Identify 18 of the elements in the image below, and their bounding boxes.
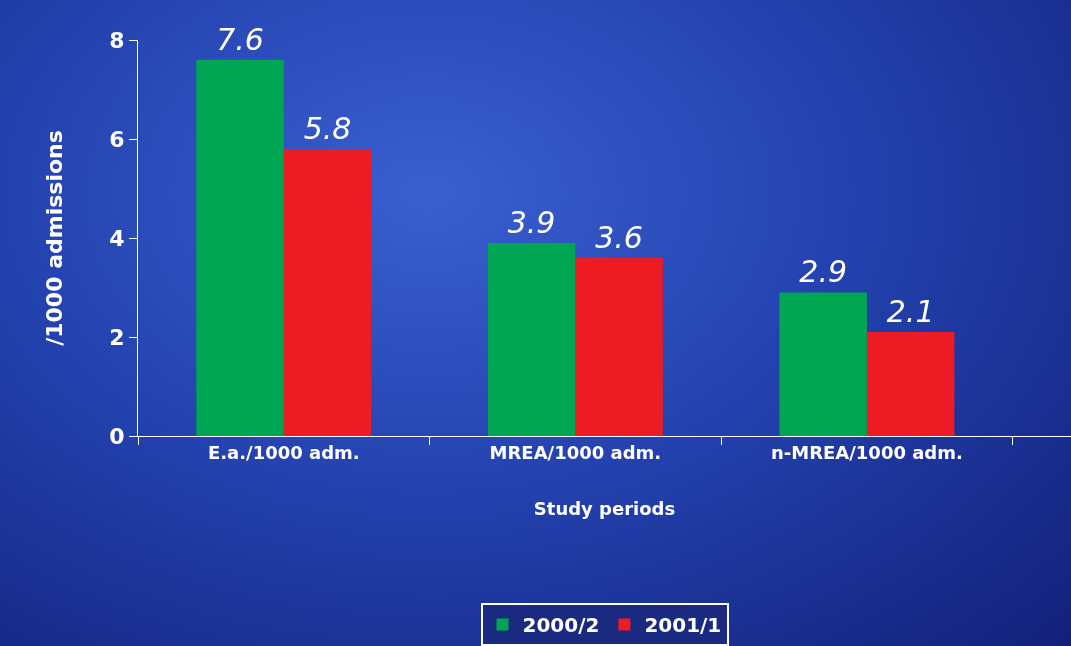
data-label: 3.9: [507, 204, 556, 240]
legend-label: 2001/1: [644, 613, 722, 638]
y-tick-label: 8: [109, 27, 125, 53]
y-axis-title: /1000 admissions: [42, 130, 68, 346]
x-tick-label: n-MREA/1000 adm.: [770, 441, 963, 463]
x-tick-label: E.a./1000 adm.: [207, 441, 360, 463]
legend-label: 2000/2: [522, 613, 600, 638]
y-tick-label: 2: [109, 324, 125, 350]
data-label: 2.9: [799, 254, 848, 290]
x-axis-title: Study periods: [533, 497, 676, 519]
data-label: 2.1: [886, 294, 935, 330]
data-label: 3.6: [595, 219, 643, 255]
data-label: 7.6: [216, 21, 264, 57]
y-tick-label: 4: [109, 225, 125, 251]
y-tick-label: 0: [109, 423, 125, 449]
y-tick-label: 6: [109, 126, 125, 152]
x-tick-label: MREA/1000 adm.: [489, 441, 662, 463]
data-label: 5.8: [303, 110, 352, 146]
